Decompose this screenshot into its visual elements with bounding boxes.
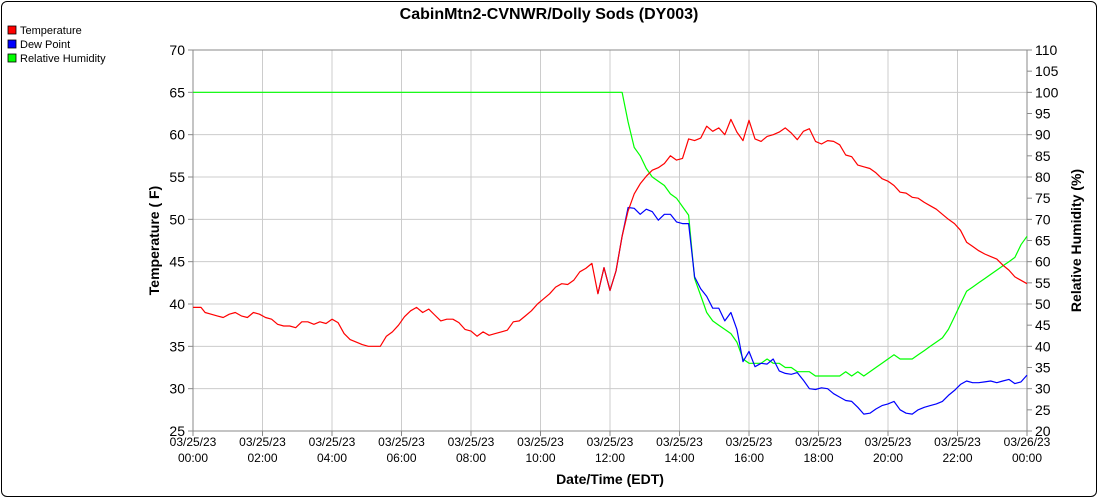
right-tick-label: 65 bbox=[1035, 233, 1051, 249]
legend-label: Relative Humidity bbox=[20, 53, 106, 65]
right-axis-ticks: 20 25 30 35 40 45 50 55 60 65 70 75 80 85 90 95 100 105 11… bbox=[1027, 42, 1059, 439]
right-tick-label: 40 bbox=[1035, 338, 1051, 354]
right-tick-label: 95 bbox=[1035, 106, 1051, 122]
x-tick-time: 12:00 bbox=[595, 451, 625, 465]
series-layer bbox=[193, 91, 1028, 415]
x-tick-date: 03/25/23 bbox=[587, 435, 634, 449]
x-tick-time: 22:00 bbox=[942, 451, 972, 465]
y-axis-label-right: Relative Humidity (%) bbox=[1068, 169, 1084, 312]
legend-label: Temperature bbox=[20, 25, 82, 37]
left-tick-label: 25 bbox=[169, 423, 185, 439]
x-tick-time: 10:00 bbox=[525, 451, 555, 465]
right-tick-label: 30 bbox=[1035, 381, 1051, 397]
legend-swatch bbox=[7, 53, 17, 63]
x-axis-ticks: 03/25/23 00:00 03/25/23 02:00 03/25/23 04:00 0… bbox=[170, 431, 1051, 465]
x-tick-time: 08:00 bbox=[456, 451, 486, 465]
y-axis-label-left: Temperature ( F) bbox=[146, 186, 162, 295]
legend-label: Dew Point bbox=[20, 39, 70, 51]
x-tick-date: 03/25/23 bbox=[726, 435, 773, 449]
left-tick-label: 40 bbox=[169, 296, 185, 312]
series-line-temperature bbox=[193, 118, 1028, 347]
left-axis-ticks: 25 30 35 40 45 50 55 60 65 70 bbox=[169, 42, 193, 439]
left-tick-label: 70 bbox=[169, 42, 185, 58]
right-tick-label: 90 bbox=[1035, 127, 1051, 143]
x-tick-date: 03/25/23 bbox=[309, 435, 356, 449]
x-tick-time: 18:00 bbox=[803, 451, 833, 465]
right-tick-label: 55 bbox=[1035, 275, 1051, 291]
left-tick-label: 30 bbox=[169, 381, 185, 397]
x-tick-date: 03/26/23 bbox=[1004, 435, 1051, 449]
right-tick-label: 20 bbox=[1035, 423, 1051, 439]
x-tick-time: 00:00 bbox=[178, 451, 208, 465]
series-line-relative-humidity bbox=[193, 91, 1028, 377]
right-tick-label: 100 bbox=[1035, 84, 1059, 100]
x-tick-time: 04:00 bbox=[317, 451, 347, 465]
x-tick-date: 03/25/23 bbox=[795, 435, 842, 449]
x-tick-time: 20:00 bbox=[873, 451, 903, 465]
x-tick-date: 03/25/23 bbox=[934, 435, 981, 449]
x-tick-date: 03/25/23 bbox=[865, 435, 912, 449]
right-tick-label: 50 bbox=[1035, 296, 1051, 312]
x-tick-date: 03/25/23 bbox=[448, 435, 495, 449]
grid bbox=[192, 49, 1028, 432]
left-tick-label: 60 bbox=[169, 127, 185, 143]
right-tick-label: 60 bbox=[1035, 254, 1051, 270]
x-tick-time: 00:00 bbox=[1012, 451, 1042, 465]
x-tick-date: 03/25/23 bbox=[239, 435, 286, 449]
right-tick-label: 70 bbox=[1035, 211, 1051, 227]
right-tick-label: 85 bbox=[1035, 148, 1051, 164]
x-tick-time: 02:00 bbox=[247, 451, 277, 465]
x-tick-date: 03/25/23 bbox=[656, 435, 703, 449]
series-line-dew-point bbox=[597, 206, 1028, 415]
left-tick-label: 65 bbox=[169, 84, 185, 100]
x-tick-date: 03/25/23 bbox=[170, 435, 217, 449]
legend-swatch bbox=[7, 25, 17, 35]
right-tick-label: 25 bbox=[1035, 402, 1051, 418]
legend-swatch bbox=[7, 39, 17, 49]
right-tick-label: 45 bbox=[1035, 317, 1051, 333]
legend: Temperature Dew Point Relative Humidity bbox=[7, 25, 106, 65]
x-tick-time: 16:00 bbox=[734, 451, 764, 465]
left-tick-label: 45 bbox=[169, 254, 185, 270]
x-tick-time: 06:00 bbox=[386, 451, 416, 465]
chart-title: CabinMtn2-CVNWR/Dolly Sods (DY003) bbox=[400, 6, 699, 23]
x-tick-time: 14:00 bbox=[664, 451, 694, 465]
left-tick-label: 50 bbox=[169, 211, 185, 227]
x-tick-date: 03/25/23 bbox=[517, 435, 564, 449]
x-tick-date: 03/25/23 bbox=[378, 435, 425, 449]
right-tick-label: 35 bbox=[1035, 360, 1051, 376]
left-tick-label: 55 bbox=[169, 169, 185, 185]
right-tick-label: 105 bbox=[1035, 63, 1059, 79]
right-tick-label: 80 bbox=[1035, 169, 1051, 185]
right-tick-label: 110 bbox=[1035, 42, 1058, 58]
left-tick-label: 35 bbox=[169, 338, 185, 354]
right-tick-label: 75 bbox=[1035, 190, 1051, 206]
x-axis-label: Date/Time (EDT) bbox=[556, 471, 664, 487]
